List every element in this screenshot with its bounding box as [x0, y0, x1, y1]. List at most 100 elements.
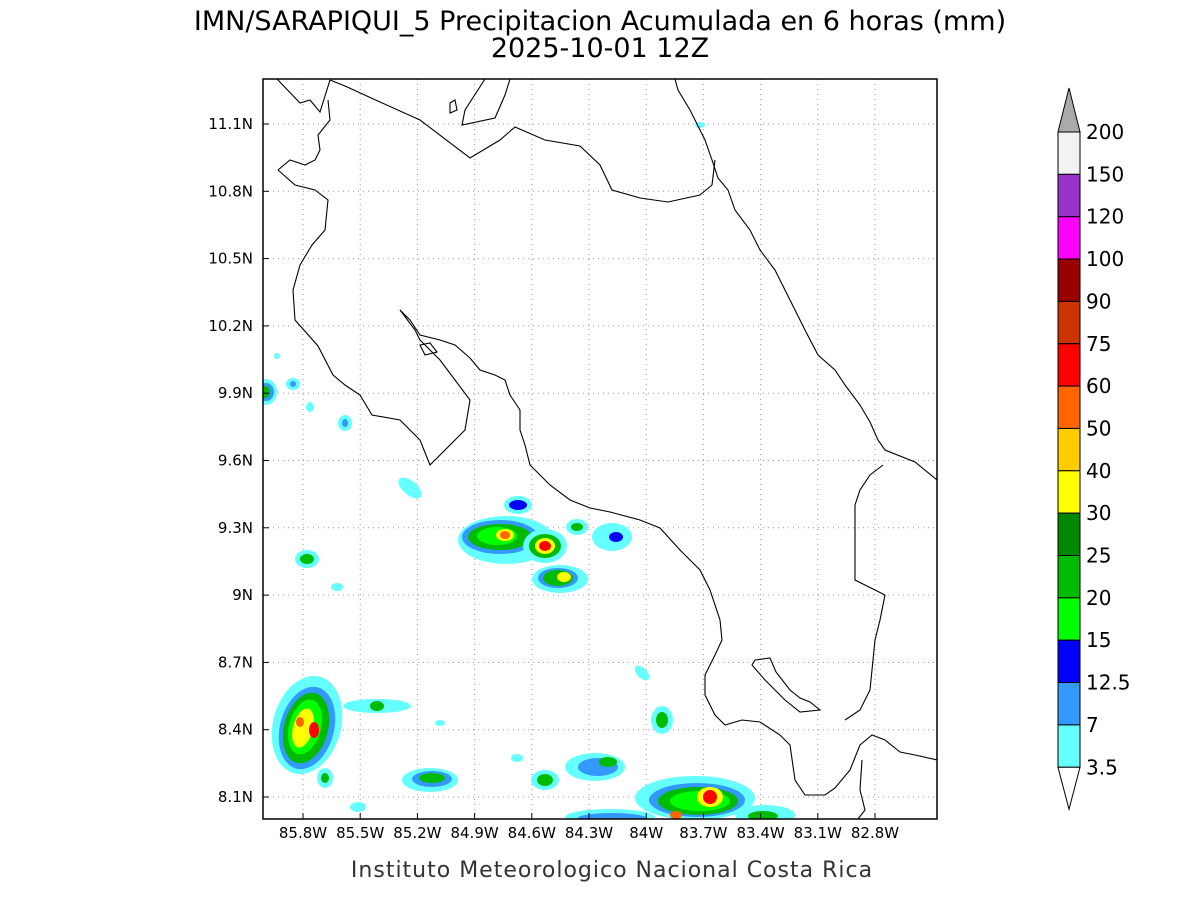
- colorbar-swatch: [1057, 597, 1081, 641]
- rain-cell: [565, 809, 655, 819]
- y-tick-label: 9.9N: [218, 384, 253, 402]
- rain-cell: [350, 802, 366, 812]
- y-tick-label: 10.8N: [208, 182, 253, 200]
- colorbar-swatch: [1057, 724, 1081, 768]
- y-tick-label: 9.6N: [218, 452, 253, 470]
- rain-cell: [695, 122, 705, 128]
- coastline: [461, 79, 511, 126]
- x-tick-label: 83.7W: [679, 824, 727, 842]
- colorbar-level-label: 25: [1086, 544, 1111, 568]
- colorbar-swatch: [1057, 216, 1081, 260]
- colorbar-level-label: 30: [1086, 501, 1111, 525]
- rain-cell: [435, 720, 445, 726]
- y-tick-label: 9.3N: [218, 519, 253, 537]
- plot-background: [263, 79, 937, 819]
- rain-cell: [331, 583, 343, 591]
- rain-cell: [532, 565, 588, 593]
- y-tick-label: 10.2N: [208, 317, 253, 335]
- x-tick-label: 85.8W: [279, 824, 327, 842]
- rain-cell: [635, 776, 755, 819]
- precipitation-field: [263, 122, 795, 819]
- colorbar-level-label: 100: [1086, 247, 1124, 271]
- rain-cell: [634, 665, 650, 681]
- coastline: [751, 657, 822, 713]
- rain-cell: [511, 754, 523, 762]
- rain-cell: [523, 529, 567, 563]
- colorbar-swatch: [1057, 300, 1081, 345]
- plot-frame: [262, 78, 938, 820]
- island: [449, 99, 458, 114]
- map-subtitle: 2025-10-01 12Z: [491, 33, 709, 64]
- y-tick-label: 8.4N: [218, 721, 253, 739]
- colorbar-swatch: [1057, 385, 1081, 429]
- colorbar-swatch: [1057, 470, 1081, 514]
- coastline: [276, 79, 331, 114]
- colorbar-top-arrow: [1057, 87, 1081, 133]
- rain-cell: [504, 496, 532, 514]
- rain-cell: [735, 805, 795, 819]
- rain-cell: [651, 706, 673, 734]
- colorbar-bottom-arrow: [1057, 766, 1081, 812]
- y-tick-label: 11.1N: [208, 115, 253, 133]
- rain-cell: [398, 477, 422, 499]
- colorbar-swatch: [1057, 131, 1081, 175]
- colorbar-swatch: [1057, 555, 1081, 599]
- colorbar-level-label: 120: [1086, 205, 1124, 229]
- grid-lines: [263, 79, 937, 819]
- x-tick-label: 84.6W: [508, 824, 556, 842]
- colorbar-level-label: 75: [1086, 332, 1111, 356]
- colorbar: 200 150 120 100 90 75 60 50 40 30 25 20 15 12.5 7 3.5: [1057, 87, 1131, 812]
- rain-cell: [317, 768, 333, 788]
- rain-cell: [343, 699, 411, 713]
- coastline: [399, 309, 937, 796]
- coastline: [857, 759, 866, 819]
- x-tick-label: 82.8W: [851, 824, 899, 842]
- footer-credit: Instituto Meteorologico Nacional Costa R…: [351, 858, 873, 883]
- rain-cell: [263, 379, 277, 405]
- y-tick-label: 10.5N: [208, 250, 253, 268]
- colorbar-level-label: 40: [1086, 459, 1111, 483]
- rain-cell: [306, 402, 314, 412]
- rain-cell: [271, 675, 343, 775]
- rain-cell: [338, 415, 352, 431]
- x-tick-label: 84.9W: [450, 824, 498, 842]
- colorbar-swatch: [1057, 427, 1081, 472]
- rain-cell: [286, 378, 300, 390]
- island: [419, 342, 438, 356]
- y-tick-label: 8.1N: [218, 788, 253, 806]
- colorbar-level-label: 150: [1086, 162, 1124, 186]
- colorbar-level-label: 50: [1086, 416, 1111, 440]
- rain-cell: [274, 353, 280, 359]
- colorbar-swatch: [1057, 512, 1081, 557]
- y-tick-label: 9N: [232, 586, 253, 604]
- x-tick-label: 84W: [629, 824, 663, 842]
- coastline: [277, 99, 331, 171]
- colorbar-level-label: 60: [1086, 374, 1111, 398]
- rain-cell: [592, 523, 632, 551]
- coastlines: [276, 79, 937, 819]
- colorbar-swatch: [1057, 258, 1081, 302]
- coastline: [329, 79, 716, 203]
- colorbar-level-label: 90: [1086, 289, 1111, 313]
- x-tick-label: 83.1W: [794, 824, 842, 842]
- colorbar-level-label: 15: [1086, 628, 1111, 652]
- x-tick-label: 85.5W: [336, 824, 384, 842]
- colorbar-swatch: [1057, 343, 1081, 387]
- rain-cell: [565, 753, 625, 781]
- colorbar-swatch: [1057, 173, 1081, 218]
- colorbar-swatch: [1057, 639, 1081, 684]
- plot-area: 85.8W 85.5W 85.2W 84.9W 84.6W 84.3W 84W 83.7W 83…: [208, 78, 938, 842]
- colorbar-level-label: 3.5: [1086, 755, 1118, 779]
- y-tick-label: 8.7N: [218, 653, 253, 671]
- colorbar-level-label: 200: [1086, 120, 1124, 144]
- y-axis-ticks: 11.1N 10.8N 10.5N 10.2N 9.9N 9.6N 9.3N 9N 8.7N 8.…: [208, 115, 269, 806]
- x-tick-label: 84.3W: [565, 824, 613, 842]
- rain-cell: [295, 550, 319, 568]
- map-title: IMN/SARAPIQUI_5 Precipitacion Acumulada …: [194, 6, 1006, 37]
- colorbar-level-label: 12.5: [1086, 671, 1131, 695]
- rain-cell: [531, 770, 559, 790]
- colorbar-swatch: [1057, 682, 1081, 726]
- coastline: [277, 169, 471, 466]
- border: [844, 464, 886, 721]
